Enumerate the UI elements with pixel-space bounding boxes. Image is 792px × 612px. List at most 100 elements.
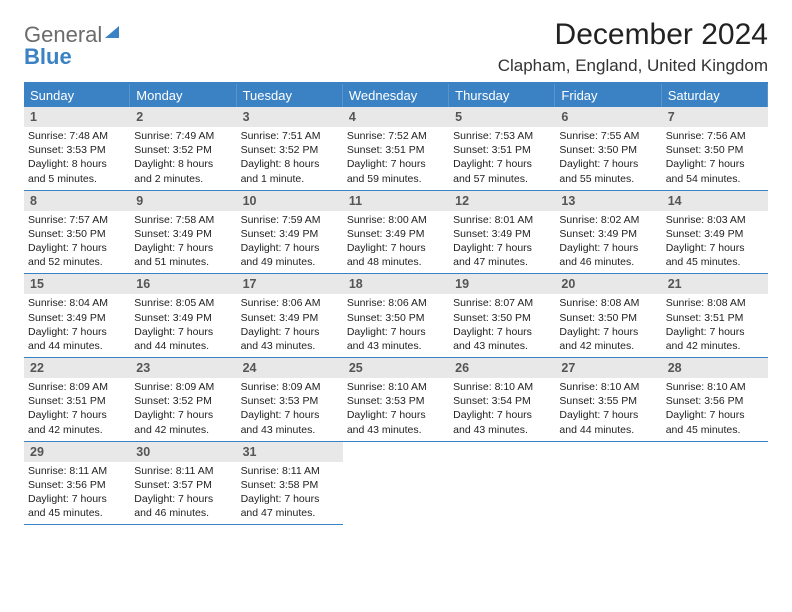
day-cell: 14Sunrise: 8:03 AMSunset: 3:49 PMDayligh…	[662, 191, 768, 275]
day-number: 12	[449, 191, 555, 211]
sunrise-text: Sunrise: 8:06 AM	[241, 296, 339, 310]
logo-triangle-icon	[105, 26, 119, 38]
sunrise-text: Sunrise: 7:55 AM	[559, 129, 657, 143]
day-number: 1	[24, 107, 130, 127]
day-info: Sunrise: 7:57 AMSunset: 3:50 PMDaylight:…	[24, 213, 130, 270]
day-cell: 21Sunrise: 8:08 AMSunset: 3:51 PMDayligh…	[662, 274, 768, 358]
day-cell: 31Sunrise: 8:11 AMSunset: 3:58 PMDayligh…	[237, 442, 343, 526]
day-number: 18	[343, 274, 449, 294]
day-info: Sunrise: 8:09 AMSunset: 3:52 PMDaylight:…	[130, 380, 236, 437]
day-info: Sunrise: 8:01 AMSunset: 3:49 PMDaylight:…	[449, 213, 555, 270]
day-number: 26	[449, 358, 555, 378]
dow-header: Monday	[130, 84, 236, 107]
sunrise-text: Sunrise: 8:08 AM	[666, 296, 764, 310]
empty-cell	[449, 442, 555, 526]
day-cell: 11Sunrise: 8:00 AMSunset: 3:49 PMDayligh…	[343, 191, 449, 275]
sunrise-text: Sunrise: 7:59 AM	[241, 213, 339, 227]
location-subtitle: Clapham, England, United Kingdom	[498, 56, 768, 76]
day-cell: 22Sunrise: 8:09 AMSunset: 3:51 PMDayligh…	[24, 358, 130, 442]
day-cell: 13Sunrise: 8:02 AMSunset: 3:49 PMDayligh…	[555, 191, 661, 275]
sunset-text: Sunset: 3:49 PM	[666, 227, 764, 241]
daylight-text: Daylight: 7 hours and 44 minutes.	[28, 325, 126, 353]
sunset-text: Sunset: 3:50 PM	[666, 143, 764, 157]
day-number: 25	[343, 358, 449, 378]
sunrise-text: Sunrise: 8:10 AM	[666, 380, 764, 394]
day-cell: 3Sunrise: 7:51 AMSunset: 3:52 PMDaylight…	[237, 107, 343, 191]
sunset-text: Sunset: 3:56 PM	[28, 478, 126, 492]
sunset-text: Sunset: 3:51 PM	[666, 311, 764, 325]
day-info: Sunrise: 7:55 AMSunset: 3:50 PMDaylight:…	[555, 129, 661, 186]
day-info: Sunrise: 8:09 AMSunset: 3:51 PMDaylight:…	[24, 380, 130, 437]
day-number: 6	[555, 107, 661, 127]
sunset-text: Sunset: 3:50 PM	[559, 143, 657, 157]
daylight-text: Daylight: 7 hours and 57 minutes.	[453, 157, 551, 185]
sunset-text: Sunset: 3:49 PM	[347, 227, 445, 241]
sunrise-text: Sunrise: 8:05 AM	[134, 296, 232, 310]
day-info: Sunrise: 8:10 AMSunset: 3:54 PMDaylight:…	[449, 380, 555, 437]
dow-header: Sunday	[24, 84, 130, 107]
page-header: General Blue December 2024 Clapham, Engl…	[24, 18, 768, 76]
day-info: Sunrise: 7:59 AMSunset: 3:49 PMDaylight:…	[237, 213, 343, 270]
day-info: Sunrise: 8:08 AMSunset: 3:50 PMDaylight:…	[555, 296, 661, 353]
sunrise-text: Sunrise: 7:48 AM	[28, 129, 126, 143]
sunset-text: Sunset: 3:58 PM	[241, 478, 339, 492]
day-number: 9	[130, 191, 236, 211]
sunrise-text: Sunrise: 7:58 AM	[134, 213, 232, 227]
sunrise-text: Sunrise: 8:10 AM	[347, 380, 445, 394]
daylight-text: Daylight: 7 hours and 42 minutes.	[559, 325, 657, 353]
day-info: Sunrise: 7:49 AMSunset: 3:52 PMDaylight:…	[130, 129, 236, 186]
day-info: Sunrise: 8:03 AMSunset: 3:49 PMDaylight:…	[662, 213, 768, 270]
daylight-text: Daylight: 7 hours and 43 minutes.	[241, 325, 339, 353]
day-cell: 4Sunrise: 7:52 AMSunset: 3:51 PMDaylight…	[343, 107, 449, 191]
daylight-text: Daylight: 7 hours and 43 minutes.	[347, 325, 445, 353]
daylight-text: Daylight: 7 hours and 45 minutes.	[666, 241, 764, 269]
day-info: Sunrise: 8:10 AMSunset: 3:56 PMDaylight:…	[662, 380, 768, 437]
daylight-text: Daylight: 7 hours and 47 minutes.	[453, 241, 551, 269]
day-info: Sunrise: 8:11 AMSunset: 3:58 PMDaylight:…	[237, 464, 343, 521]
daylight-text: Daylight: 7 hours and 49 minutes.	[241, 241, 339, 269]
daylight-text: Daylight: 7 hours and 43 minutes.	[241, 408, 339, 436]
sunset-text: Sunset: 3:53 PM	[28, 143, 126, 157]
day-info: Sunrise: 7:48 AMSunset: 3:53 PMDaylight:…	[24, 129, 130, 186]
sunrise-text: Sunrise: 7:49 AM	[134, 129, 232, 143]
day-cell: 20Sunrise: 8:08 AMSunset: 3:50 PMDayligh…	[555, 274, 661, 358]
daylight-text: Daylight: 7 hours and 45 minutes.	[28, 492, 126, 520]
day-info: Sunrise: 8:00 AMSunset: 3:49 PMDaylight:…	[343, 213, 449, 270]
daylight-text: Daylight: 7 hours and 45 minutes.	[666, 408, 764, 436]
sunrise-text: Sunrise: 8:03 AM	[666, 213, 764, 227]
sunset-text: Sunset: 3:51 PM	[28, 394, 126, 408]
sunset-text: Sunset: 3:51 PM	[453, 143, 551, 157]
day-info: Sunrise: 8:04 AMSunset: 3:49 PMDaylight:…	[24, 296, 130, 353]
sunrise-text: Sunrise: 8:02 AM	[559, 213, 657, 227]
sunset-text: Sunset: 3:57 PM	[134, 478, 232, 492]
sunrise-text: Sunrise: 8:04 AM	[28, 296, 126, 310]
day-cell: 6Sunrise: 7:55 AMSunset: 3:50 PMDaylight…	[555, 107, 661, 191]
day-info: Sunrise: 8:10 AMSunset: 3:55 PMDaylight:…	[555, 380, 661, 437]
daylight-text: Daylight: 7 hours and 42 minutes.	[666, 325, 764, 353]
day-info: Sunrise: 8:06 AMSunset: 3:50 PMDaylight:…	[343, 296, 449, 353]
day-cell: 12Sunrise: 8:01 AMSunset: 3:49 PMDayligh…	[449, 191, 555, 275]
day-cell: 26Sunrise: 8:10 AMSunset: 3:54 PMDayligh…	[449, 358, 555, 442]
day-info: Sunrise: 7:51 AMSunset: 3:52 PMDaylight:…	[237, 129, 343, 186]
day-number: 29	[24, 442, 130, 462]
sunrise-text: Sunrise: 7:56 AM	[666, 129, 764, 143]
brand-logo: General Blue	[24, 18, 119, 68]
sunset-text: Sunset: 3:56 PM	[666, 394, 764, 408]
empty-cell	[662, 442, 768, 526]
day-info: Sunrise: 7:52 AMSunset: 3:51 PMDaylight:…	[343, 129, 449, 186]
day-cell: 15Sunrise: 8:04 AMSunset: 3:49 PMDayligh…	[24, 274, 130, 358]
daylight-text: Daylight: 8 hours and 5 minutes.	[28, 157, 126, 185]
day-cell: 2Sunrise: 7:49 AMSunset: 3:52 PMDaylight…	[130, 107, 236, 191]
sunrise-text: Sunrise: 8:11 AM	[241, 464, 339, 478]
logo-line1: General	[24, 24, 102, 46]
sunset-text: Sunset: 3:50 PM	[559, 311, 657, 325]
daylight-text: Daylight: 7 hours and 43 minutes.	[453, 325, 551, 353]
dow-header: Saturday	[662, 84, 768, 107]
sunrise-text: Sunrise: 7:53 AM	[453, 129, 551, 143]
sunset-text: Sunset: 3:50 PM	[347, 311, 445, 325]
day-cell: 17Sunrise: 8:06 AMSunset: 3:49 PMDayligh…	[237, 274, 343, 358]
sunset-text: Sunset: 3:49 PM	[559, 227, 657, 241]
title-block: December 2024 Clapham, England, United K…	[498, 18, 768, 76]
daylight-text: Daylight: 7 hours and 55 minutes.	[559, 157, 657, 185]
day-number: 20	[555, 274, 661, 294]
